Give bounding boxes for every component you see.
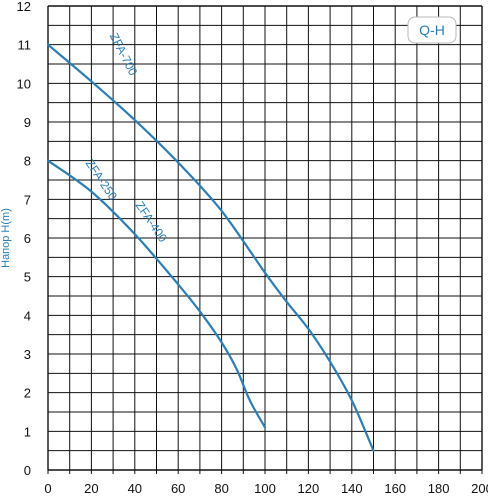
y-tick-label: 6	[24, 231, 31, 246]
legend-box	[407, 16, 457, 44]
y-tick-label: 4	[24, 308, 31, 323]
curve-zfa-700	[46, 43, 375, 452]
x-tick-label: 80	[214, 481, 228, 496]
y-tick-label: 3	[24, 347, 31, 362]
x-tick-label: 40	[128, 481, 142, 496]
x-tick-label: 180	[428, 481, 450, 496]
curve-zfa-250	[46, 159, 267, 429]
y-axis-label: Напор H(m)	[0, 208, 12, 268]
y-tick-label: 9	[24, 115, 31, 130]
x-tick-label: 20	[84, 481, 98, 496]
y-tick-label: 10	[17, 76, 31, 91]
grid	[47, 5, 483, 474]
legend-label: Q-H	[419, 22, 445, 38]
y-tick-label: 8	[24, 154, 31, 169]
legend: Q-H	[407, 16, 457, 44]
tick-labels: 0204060801001201401601802000123456789101…	[17, 0, 488, 496]
x-tick-label: 60	[171, 481, 185, 496]
x-tick-label: 140	[341, 481, 363, 496]
x-tick-label: 200	[471, 481, 488, 496]
y-tick-label: 12	[17, 0, 31, 14]
y-tick-label: 5	[24, 270, 31, 285]
y-tick-label: 2	[24, 386, 31, 401]
x-tick-label: 120	[298, 481, 320, 496]
curves	[46, 43, 375, 452]
x-tick-label: 0	[44, 481, 51, 496]
y-tick-label: 7	[24, 192, 31, 207]
y-tick-label: 1	[24, 424, 31, 439]
y-tick-label: 0	[24, 463, 31, 478]
y-tick-label: 11	[18, 38, 32, 53]
x-tick-label: 160	[384, 481, 406, 496]
x-tick-label: 100	[254, 481, 276, 496]
